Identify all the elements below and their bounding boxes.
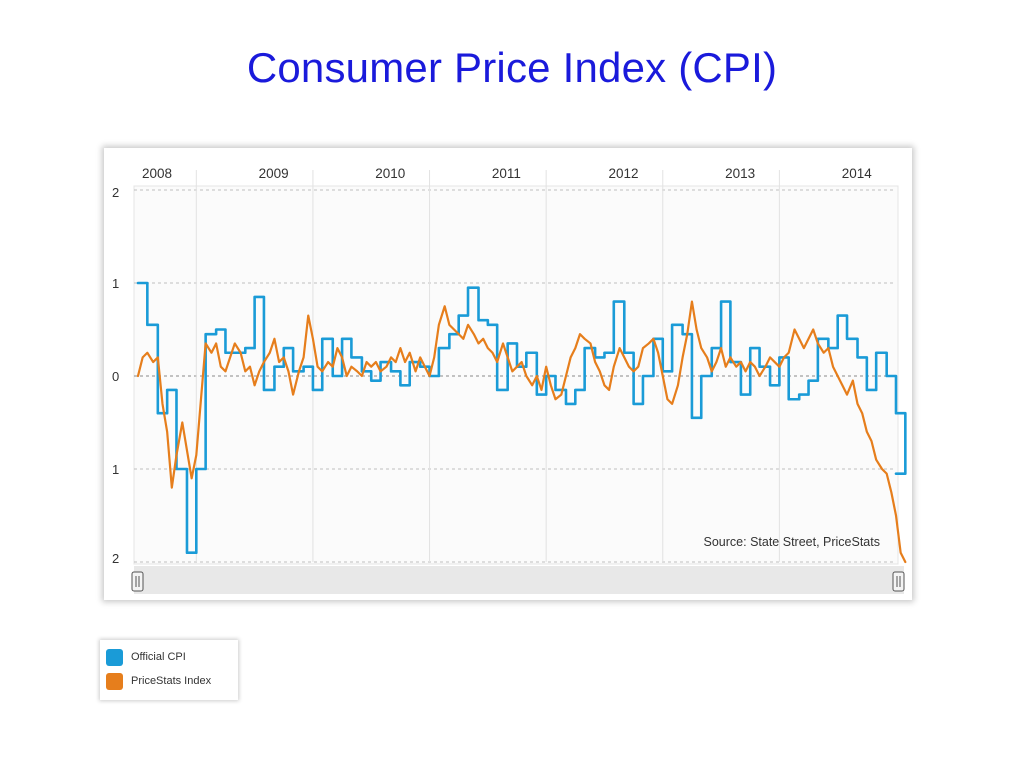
y-tick-label: 0 [112,369,119,384]
horizontal-gridlines [134,189,896,563]
chart-legend: Official CPI PriceStats Index [100,640,238,700]
year-label: 2009 [259,166,289,181]
legend-swatch-official-cpi [106,648,123,666]
slide-title: Consumer Price Index (CPI) [246,44,778,91]
y-axis-labels: 2 1 0 1 2 [112,185,119,566]
year-label: 2008 [142,166,172,181]
cpi-line-chart: 2008 2009 2010 2011 2012 2013 2014 2 1 0 1 2 Sourc… [104,148,912,600]
legend-item-pricestats-index[interactable]: PriceStats Index [106,671,211,691]
series-layer [136,281,907,564]
y-tick-label: 2 [112,185,119,200]
year-label: 2011 [492,166,521,181]
y-tick-label: 1 [112,276,119,291]
pricestats-index-series-line [136,300,907,564]
chart-panel: 2008 2009 2010 2011 2012 2013 2014 2 1 0 1 2 Sourc… [104,148,912,600]
legend-swatch-pricestats-index [106,672,123,690]
year-label: 2012 [608,166,638,181]
y-tick-label: 1 [112,462,119,477]
scrollbar-right-handle[interactable] [892,571,905,592]
x-axis-labels: 2008 2009 2010 2011 2012 2013 2014 [142,166,872,181]
scrollbar-left-handle[interactable] [131,571,144,592]
range-scrollbar[interactable] [131,566,905,594]
legend-item-official-cpi[interactable]: Official CPI [106,647,186,667]
legend-label: Official CPI [131,651,186,663]
legend-label: PriceStats Index [131,675,212,687]
year-label: 2014 [842,166,873,181]
source-note: Source: State Street, PriceStats [704,535,880,549]
year-label: 2013 [725,166,755,181]
y-tick-label: 2 [112,551,119,566]
official-cpi-series-line [136,281,907,554]
year-label: 2010 [375,166,405,181]
